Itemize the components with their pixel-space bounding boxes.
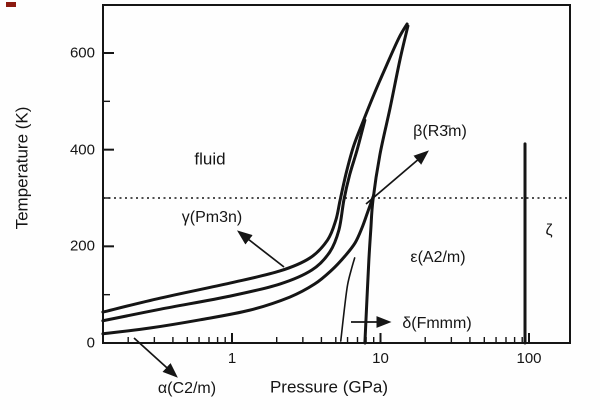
curve-melting-curve-fluid-boundary xyxy=(101,22,409,314)
phase-label-epsilon: ε(A2/m) xyxy=(410,249,466,266)
y-tick-label: 400 xyxy=(69,141,95,159)
beta-label-arrow xyxy=(365,150,429,205)
curve-alpha-beta-boundary xyxy=(101,193,376,336)
curve-beta-delta-boundary xyxy=(339,257,356,342)
plot-border xyxy=(102,4,571,344)
phase-label-alpha: α(C2/m) xyxy=(157,380,217,397)
x-tick-label: 1 xyxy=(227,350,237,367)
alpha-label-arrow xyxy=(133,337,178,378)
y-axis-title: Temperature (K) xyxy=(12,106,32,230)
y-tick-label: 0 xyxy=(86,334,95,352)
phase-label-gamma: γ(Pm3n) xyxy=(181,209,243,226)
x-axis-title: Pressure (GPa) xyxy=(269,377,389,397)
phase-label-beta: β(R3̄m) xyxy=(413,123,467,140)
phase-label-zeta: ζ xyxy=(545,222,553,239)
curve-gamma-beta-boundary xyxy=(101,118,367,323)
scan-artifact-mark xyxy=(6,2,16,7)
curve-delta-epsilon-boundary xyxy=(363,24,410,345)
y-tick-label: 200 xyxy=(69,237,95,255)
phase-label-fluid: fluid xyxy=(194,149,226,169)
y-tick-label: 600 xyxy=(69,44,95,62)
gamma-label-arrow xyxy=(236,230,285,268)
x-tick-label: 10 xyxy=(372,350,389,367)
x-tick-label: 100 xyxy=(516,350,542,367)
phase-label-delta: δ(Fmmm) xyxy=(402,315,472,332)
